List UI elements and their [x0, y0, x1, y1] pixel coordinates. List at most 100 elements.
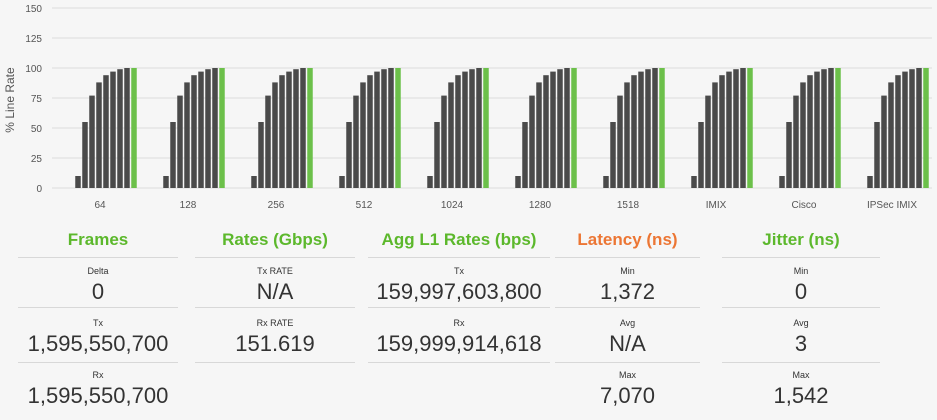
latency-avg-label: Avg: [619, 318, 636, 328]
latency-min-value: 1,372: [599, 279, 656, 304]
bar-128-4: [191, 75, 197, 188]
bar-imix-3: [712, 82, 718, 188]
bar-128-7: [212, 68, 218, 188]
jitter-max-label: Max: [792, 370, 810, 380]
bar-ipsec-imix-0: [867, 176, 873, 188]
bar-1024-0: [427, 176, 433, 188]
x-tick-label: 64: [94, 200, 106, 211]
bar-cisco-2: [793, 95, 799, 188]
jitter-min-stat: Min 0: [722, 266, 880, 305]
bar-ipsec-imix-5: [902, 71, 908, 188]
x-tick-label: 512: [356, 200, 373, 211]
chart-svg: 0 25 50 75 100 125 150 % Line Rate 64 128 256 512 10…: [3, 4, 932, 211]
y-tick-label: 150: [25, 4, 42, 15]
jitter-avg-label: Avg: [793, 318, 809, 328]
bar-cisco-3: [800, 82, 806, 188]
bar-1518-7: [652, 68, 658, 188]
bar-1024-5: [462, 71, 468, 188]
bar-64-4: [103, 75, 109, 188]
jitter-rule-2: [722, 362, 880, 363]
latency-title: Latency (ns): [577, 230, 678, 249]
bar-ipsec-imix-8: [923, 68, 929, 188]
bar-1518-3: [624, 82, 630, 188]
y-tick-label: 50: [31, 124, 43, 135]
bar-64-8: [131, 68, 137, 188]
bar-cisco-6: [821, 69, 827, 188]
frames-rule-top: [18, 257, 178, 258]
frames-delta-label: Delta: [87, 266, 109, 276]
latency-rule-top: [555, 257, 700, 258]
latency-avg-stat: Avg N/A: [555, 318, 700, 357]
bar-1280-1: [522, 122, 528, 188]
bar-1518-0: [603, 176, 609, 188]
frames-rx-label: Rx: [92, 370, 104, 380]
bar-256-2: [265, 95, 271, 188]
bar-256-1: [258, 122, 264, 188]
jitter-rule-1: [722, 307, 880, 308]
y-tick-label: 0: [36, 184, 42, 195]
y-tick-label: 125: [25, 34, 42, 45]
jitter-min-label: Min: [793, 266, 809, 276]
frames-rule-2: [18, 362, 178, 363]
jitter-max-stat: Max 1,542: [722, 370, 880, 409]
bar-imix-5: [726, 71, 732, 188]
frames-title: Frames: [67, 230, 129, 249]
agg-tx-label: Tx: [454, 266, 464, 276]
frames-delta-stat: Delta 0: [18, 266, 178, 305]
bar-256-8: [307, 68, 313, 188]
bar-512-4: [367, 75, 373, 188]
frames-tx-label: Tx: [93, 318, 103, 328]
y-tick-label: 75: [31, 94, 43, 105]
bar-ipsec-imix-4: [895, 75, 901, 188]
agg-tx-stat: Tx 159,997,603,800: [368, 266, 550, 305]
frames-rx-value: 1,595,550,700: [27, 383, 169, 408]
bar-256-0: [251, 176, 257, 188]
rates-rx-value: 151.619: [235, 331, 315, 356]
bar-128-0: [163, 176, 169, 188]
rates-rx-stat: Rx RATE 151.619: [195, 318, 355, 357]
bar-512-0: [339, 176, 345, 188]
rates-rule-2: [195, 362, 355, 363]
bar-512-6: [381, 69, 387, 188]
latency-max-value: 7,070: [599, 383, 656, 408]
bar-256-4: [279, 75, 285, 188]
bar-cisco-0: [779, 176, 785, 188]
bar-1280-5: [550, 71, 556, 188]
x-tick-label: IPSec IMIX: [867, 200, 917, 211]
bar-256-7: [300, 68, 306, 188]
agg-rx-label: Rx: [453, 318, 465, 328]
bar-imix-6: [733, 69, 739, 188]
bar-ipsec-imix-7: [916, 68, 922, 188]
bar-cisco-4: [807, 75, 813, 188]
bar-1280-3: [536, 82, 542, 188]
bar-imix-4: [719, 75, 725, 188]
agg-rx-value: 159,999,914,618: [376, 331, 542, 356]
agg-rule-2: [368, 362, 550, 363]
x-tick-label: 128: [180, 200, 197, 211]
x-tick-label: IMIX: [706, 200, 727, 211]
line-rate-chart: 0 25 50 75 100 125 150 % Line Rate 64 128 256 512 10…: [3, 4, 932, 211]
bar-64-1: [82, 122, 88, 188]
y-axis-label: % Line Rate: [3, 67, 17, 133]
bar-1518-5: [638, 71, 644, 188]
bar-64-3: [96, 82, 102, 188]
agg-rule-1: [368, 307, 550, 308]
x-tick-label: 1518: [617, 200, 640, 211]
agg-title: Agg L1 Rates (bps): [381, 230, 537, 249]
bar-1280-4: [543, 75, 549, 188]
agg-tx-value: 159,997,603,800: [376, 279, 542, 304]
bar-128-2: [177, 95, 183, 188]
bar-1518-4: [631, 75, 637, 188]
bar-1024-2: [441, 95, 447, 188]
bar-imix-7: [740, 68, 746, 188]
rates-tx-value: N/A: [256, 279, 294, 304]
bar-128-8: [219, 68, 225, 188]
bar-128-6: [205, 69, 211, 188]
bar-1280-7: [564, 68, 570, 188]
agg-rule-top: [368, 257, 550, 258]
x-tick-label: 256: [268, 200, 285, 211]
latency-rule-2: [555, 362, 700, 363]
bar-512-2: [353, 95, 359, 188]
jitter-avg-stat: Avg 3: [722, 318, 880, 357]
rates-tx-stat: Tx RATE N/A: [195, 266, 355, 305]
